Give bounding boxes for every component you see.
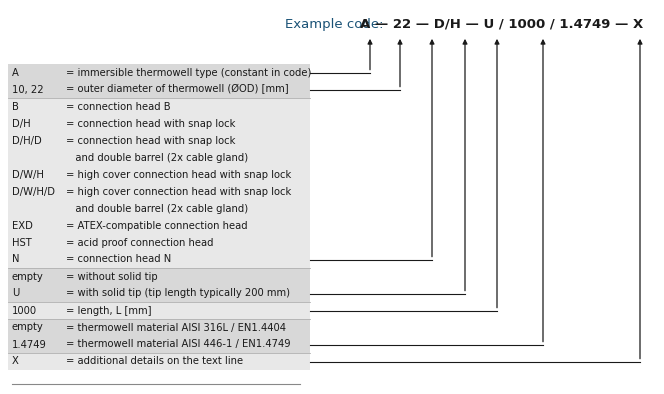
Text: D/H/D: D/H/D <box>12 136 42 145</box>
Bar <box>8 98 310 268</box>
Text: empty: empty <box>12 323 44 333</box>
Text: X: X <box>12 357 19 366</box>
Text: = immersible thermowell type (constant in code): = immersible thermowell type (constant i… <box>66 67 311 78</box>
Text: = thermowell material AISI 316L / EN1.4404: = thermowell material AISI 316L / EN1.44… <box>66 323 286 333</box>
Bar <box>8 353 310 370</box>
Bar <box>8 319 310 353</box>
Text: = high cover connection head with snap lock: = high cover connection head with snap l… <box>66 186 291 197</box>
Text: D/W/H/D: D/W/H/D <box>12 186 55 197</box>
Text: 1000: 1000 <box>12 305 37 316</box>
Text: D/H: D/H <box>12 119 31 128</box>
Text: A: A <box>12 67 19 78</box>
Text: = length, L [mm]: = length, L [mm] <box>66 305 151 316</box>
Text: = ATEX-compatible connection head: = ATEX-compatible connection head <box>66 221 248 230</box>
Text: = additional details on the text line: = additional details on the text line <box>66 357 243 366</box>
Text: EXD: EXD <box>12 221 33 230</box>
Text: N: N <box>12 255 19 264</box>
Text: 1.4749: 1.4749 <box>12 340 47 349</box>
Bar <box>8 268 310 302</box>
Text: empty: empty <box>12 271 44 281</box>
Text: = acid proof connection head: = acid proof connection head <box>66 238 214 247</box>
Text: = connection head B: = connection head B <box>66 102 171 112</box>
Text: and double barrel (2x cable gland): and double barrel (2x cable gland) <box>66 203 248 214</box>
Bar <box>8 64 310 98</box>
Text: = high cover connection head with snap lock: = high cover connection head with snap l… <box>66 169 291 180</box>
Text: U: U <box>12 288 19 299</box>
Text: = without solid tip: = without solid tip <box>66 271 157 281</box>
Bar <box>8 302 310 319</box>
Text: and double barrel (2x cable gland): and double barrel (2x cable gland) <box>66 152 248 162</box>
Text: = connection head with snap lock: = connection head with snap lock <box>66 136 235 145</box>
Text: D/W/H: D/W/H <box>12 169 44 180</box>
Text: = connection head with snap lock: = connection head with snap lock <box>66 119 235 128</box>
Text: = outer diameter of thermowell (ØOD) [mm]: = outer diameter of thermowell (ØOD) [mm… <box>66 84 289 95</box>
Text: = connection head N: = connection head N <box>66 255 171 264</box>
Text: A — 22 — D/H — U / 1000 / 1.4749 — X: A — 22 — D/H — U / 1000 / 1.4749 — X <box>360 17 643 30</box>
Text: 10, 22: 10, 22 <box>12 84 44 95</box>
Text: = thermowell material AISI 446-1 / EN1.4749: = thermowell material AISI 446-1 / EN1.4… <box>66 340 291 349</box>
Text: Example code:: Example code: <box>285 17 384 30</box>
Text: HST: HST <box>12 238 32 247</box>
Text: = with solid tip (tip length typically 200 mm): = with solid tip (tip length typically 2… <box>66 288 290 299</box>
Text: B: B <box>12 102 19 112</box>
